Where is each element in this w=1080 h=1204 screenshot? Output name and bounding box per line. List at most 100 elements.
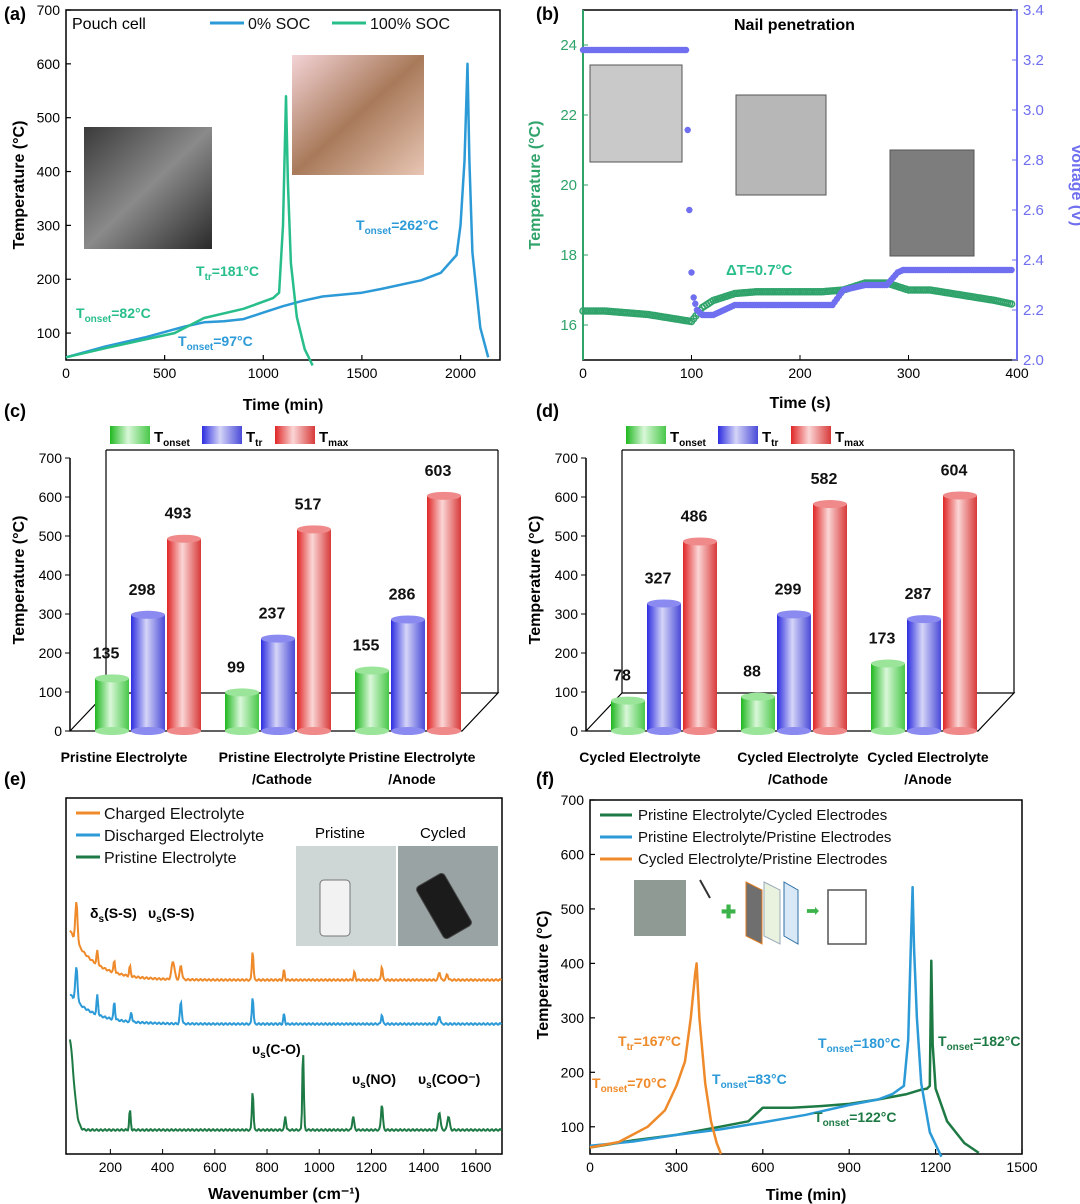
schematic-pipette-icon — [699, 879, 711, 899]
panel-f-ann-3: Tonset=180°C — [818, 1035, 900, 1055]
panel-b-photo-2 — [735, 94, 827, 196]
panel-c-legend: Tonset Ttr Tmax — [110, 426, 349, 449]
c-bar-label-0-1: 298 — [129, 582, 156, 599]
d-category-0-0: Cycled Electrolyte — [579, 749, 701, 765]
schematic-arrow-icon: ➡ — [806, 903, 819, 920]
e-xtick-label-1: 400 — [151, 1159, 175, 1175]
c-ytick-label-2: 200 — [39, 645, 63, 661]
c-bar-0-1 — [131, 614, 165, 731]
legend-d-tr-label: Ttr — [762, 429, 779, 449]
c-ytick-label-7: 700 — [39, 450, 63, 466]
b-y2tick-label-2: 2.4 — [1023, 252, 1044, 269]
legend-c-onset-label: Tonset — [154, 429, 191, 449]
a-ytick-label-0: 100 — [37, 325, 61, 341]
d-ytick-label-0: 0 — [570, 723, 578, 739]
f-ytick-label-3: 400 — [561, 955, 585, 971]
panel-a: (a) Pouch cell 0% SOC 100% SOC 0 500 1000 1… — [4, 2, 501, 414]
b-temp-point-198 — [1007, 300, 1016, 308]
panel-f-ticks: 0 300 600 900 1200 1500 100 200 300 400 500 600 700 — [561, 792, 1038, 1175]
panel-f-ann-5: Tonset=122°C — [814, 1109, 896, 1129]
panel-d: (d) Tonset Ttr Tmax 0 100 200 300 400 500 600 7… — [527, 401, 1016, 787]
panel-f-schematic: ✚ ➡ — [634, 879, 867, 945]
d-bar-1-1 — [777, 614, 811, 731]
d-bar-base-0-1 — [647, 727, 681, 735]
c-bar-0-2 — [167, 538, 201, 731]
d-bar-top-1-2 — [813, 500, 847, 509]
b-ytick-label-0: 16 — [560, 317, 577, 334]
b-volt-point-52 — [690, 294, 697, 301]
a-ytick-label-6: 700 — [37, 2, 61, 18]
d-bar-base-1-0 — [741, 727, 775, 735]
a-ytick-label-3: 400 — [37, 164, 61, 180]
d-ytick-label-6: 600 — [555, 489, 579, 505]
c-bar-label-1-2: 517 — [295, 496, 322, 513]
d-bar-2-0 — [871, 663, 905, 731]
d-bar-1-0 — [741, 696, 775, 731]
e-xtick-label-7: 1600 — [460, 1159, 491, 1175]
c-category-2-0: Pristine Electrolyte — [349, 749, 476, 765]
panel-a-legend: 0% SOC 100% SOC — [210, 16, 450, 33]
d-bar-base-0-0 — [611, 727, 645, 735]
d-bar-top-2-2 — [943, 491, 977, 500]
f-xtick-label-0: 0 — [586, 1159, 594, 1175]
a-series-1 — [65, 94, 314, 366]
c-ytick-label-3: 300 — [39, 606, 63, 622]
panel-b-photo-1 — [589, 64, 683, 163]
f-xtick-label-2: 600 — [751, 1159, 775, 1175]
panel-f-ylabel: Temperature (°C) — [535, 911, 552, 1040]
b-y2tick-label-4: 2.8 — [1023, 152, 1044, 169]
d-bar-top-1-0 — [741, 692, 775, 701]
legend-d-max-label: Tmax — [835, 429, 865, 449]
d-ytick-label-3: 300 — [555, 606, 579, 622]
e-xtick-label-3: 800 — [255, 1159, 279, 1175]
a-series-0 — [65, 62, 490, 359]
legend-d-max-swatch — [791, 426, 831, 444]
schematic-separator — [763, 881, 781, 945]
c-ytick-label-4: 400 — [39, 567, 63, 583]
legend-c-max-swatch — [275, 426, 315, 444]
d-bar-base-1-2 — [813, 727, 847, 735]
c-bar-1-1 — [261, 638, 295, 731]
d-bar-base-1-1 — [777, 727, 811, 735]
d-bar-0-2 — [683, 541, 717, 731]
panel-a-ann-0: Tonset=82°C — [76, 305, 151, 325]
legend-a-1-label: 100% SOC — [370, 16, 450, 33]
c-category-1-1: /Cathode — [252, 771, 312, 787]
panel-f-legend: Pristine Electrolyte/Cycled Electrodes P… — [600, 807, 891, 868]
panel-e-ann-1: υs(S-S) — [148, 905, 194, 925]
legend-c-max-label: Tmax — [319, 429, 349, 449]
c-category-1-0: Pristine Electrolyte — [219, 749, 346, 765]
f-xtick-label-1: 300 — [665, 1159, 689, 1175]
d-bar-base-0-2 — [683, 727, 717, 735]
d-bar-0-0 — [611, 700, 645, 731]
panel-c-ticks: 0 100 200 300 400 500 600 700 — [39, 450, 70, 739]
c-bar-label-2-0: 155 — [353, 638, 380, 655]
b-volt-point-48 — [682, 46, 690, 54]
panel-a-ann-3: Tonset=97°C — [178, 333, 253, 353]
e-xtick-label-5: 1200 — [356, 1159, 387, 1175]
f-xtick-label-5: 1500 — [1006, 1159, 1037, 1175]
panel-f-series — [589, 885, 980, 1158]
schematic-electrode-2 — [783, 881, 799, 945]
legend-c-tr-label: Ttr — [246, 429, 263, 449]
e-xtick-label-0: 200 — [99, 1159, 123, 1175]
panel-b-ylabel: Temperature (°C) — [527, 121, 544, 250]
c-bar-base-1-0 — [225, 727, 259, 735]
a-ytick-label-4: 500 — [37, 110, 61, 126]
panel-b-xlabel: Time (s) — [769, 395, 830, 412]
d-bar-top-1-1 — [777, 610, 811, 619]
panel-e-legend: Charged Electrolyte Discharged Electroly… — [76, 806, 264, 867]
legend-d-onset-swatch — [626, 426, 666, 444]
a-xtick-label-4: 2000 — [445, 365, 476, 381]
b-ytick-label-1: 18 — [560, 247, 577, 264]
c-bar-top-2-2 — [427, 491, 461, 500]
f-ytick-label-0: 100 — [561, 1119, 585, 1135]
panel-e-series-charged — [69, 901, 503, 983]
c-bar-2-2 — [427, 495, 461, 731]
legend-f-1-label: Pristine Electrolyte/Pristine Electrodes — [638, 829, 891, 846]
b-ytick-label-4: 24 — [560, 37, 577, 54]
b-ytick-label-2: 20 — [560, 177, 577, 194]
c-ytick-label-6: 600 — [39, 489, 63, 505]
c-bar-base-1-1 — [261, 727, 295, 735]
